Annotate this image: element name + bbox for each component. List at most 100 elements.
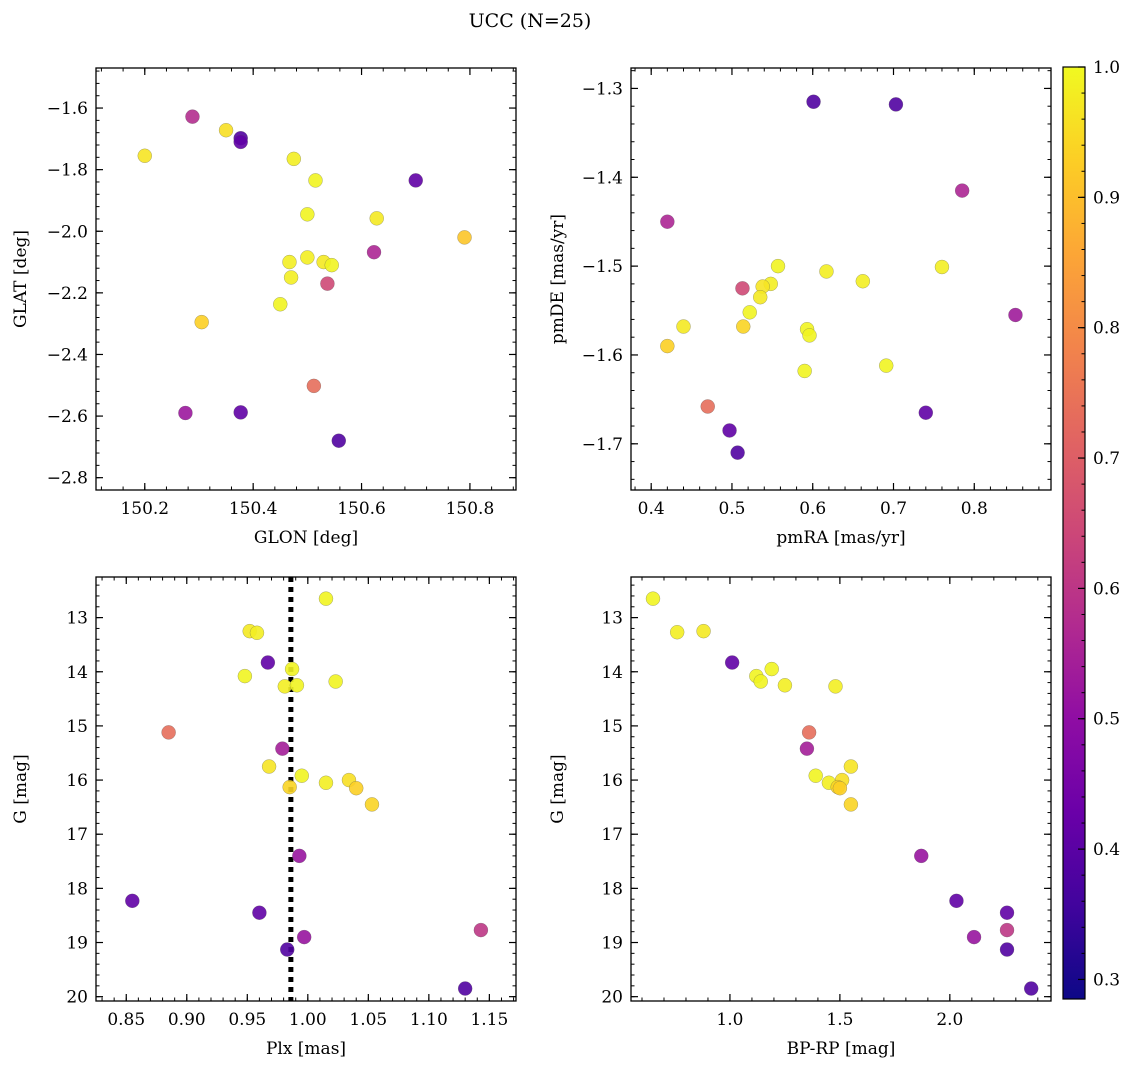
data-point xyxy=(348,780,364,796)
data-point xyxy=(832,780,848,796)
data-points xyxy=(645,591,1039,996)
x-tick-label: 0.85 xyxy=(107,1010,145,1030)
data-point xyxy=(724,655,740,670)
x-tick-label: 0.90 xyxy=(168,1010,206,1030)
y-tick-label: 20 xyxy=(601,988,623,1008)
data-point xyxy=(828,679,843,694)
data-point xyxy=(722,423,737,438)
data-point xyxy=(660,214,675,229)
data-point xyxy=(277,679,293,694)
data-point xyxy=(308,173,323,188)
y-axis-label: GLAT [deg] xyxy=(11,230,31,328)
y-tick-label: −2.8 xyxy=(47,469,88,489)
data-points xyxy=(137,109,472,448)
x-tick-label: 150.2 xyxy=(120,499,169,519)
data-point xyxy=(473,922,489,938)
y-tick-label: 17 xyxy=(66,825,88,845)
colorbar-tick-label: 0.3 xyxy=(1093,970,1120,990)
data-point xyxy=(328,674,343,689)
data-point xyxy=(799,741,815,756)
y-tick-label: 19 xyxy=(66,934,88,954)
y-tick-label: −2.2 xyxy=(47,284,88,304)
data-point xyxy=(777,678,793,693)
data-point xyxy=(753,674,768,689)
colorbar: 0.3 0.4 0.5 0.6 0.7 0.8 0.9 1.0 xyxy=(1062,58,1120,1000)
data-point xyxy=(237,668,253,684)
data-point xyxy=(806,94,821,110)
data-point xyxy=(306,378,322,394)
data-point xyxy=(249,625,265,641)
x-tick-label: 0.8 xyxy=(961,499,988,519)
data-point xyxy=(283,270,299,285)
data-point xyxy=(669,624,685,640)
data-point xyxy=(888,97,904,112)
data-point xyxy=(676,319,691,334)
data-point xyxy=(292,848,307,864)
data-point xyxy=(770,258,786,274)
x-tick-label: 0.4 xyxy=(638,499,665,519)
y-tick-label: −1.8 xyxy=(47,161,88,181)
data-point xyxy=(696,623,711,639)
data-point xyxy=(934,259,950,275)
y-tick-label: 13 xyxy=(66,609,88,629)
data-point xyxy=(801,725,817,740)
data-point xyxy=(764,661,779,677)
panel-plx-g: 0.85 0.90 0.95 1.00 1.05 1.10 1.15 13 14 15 16 17 18… xyxy=(11,576,517,1059)
data-point xyxy=(843,759,859,774)
data-point xyxy=(966,929,982,945)
data-point xyxy=(797,363,812,379)
data-point xyxy=(161,725,176,740)
data-point xyxy=(296,929,312,945)
data-point xyxy=(260,655,276,670)
y-axis-label: G [mag] xyxy=(11,754,31,823)
data-point xyxy=(742,305,757,320)
x-tick-label: 0.95 xyxy=(228,1010,266,1030)
y-tick-label: −1.5 xyxy=(582,257,623,277)
x-axis-label: BP-RP [mag] xyxy=(787,1039,896,1059)
data-point xyxy=(369,211,384,226)
x-tick-label: 0.7 xyxy=(880,499,907,519)
data-point xyxy=(457,230,472,245)
x-tick-label: 0.6 xyxy=(799,499,826,519)
data-point xyxy=(949,893,964,909)
x-tick-label: 1.05 xyxy=(349,1010,387,1030)
plot-frame xyxy=(95,67,517,491)
y-tick-label: 16 xyxy=(66,771,88,791)
data-point xyxy=(808,768,823,783)
x-tick-label: 1.15 xyxy=(470,1010,508,1030)
y-tick-label: 17 xyxy=(601,825,623,845)
colorbar-gradient xyxy=(1063,67,1085,999)
y-tick-label: 15 xyxy=(66,717,88,737)
colorbar-tick-label: 0.8 xyxy=(1093,319,1120,339)
y-tick-label: 14 xyxy=(66,663,88,683)
data-point xyxy=(408,173,423,188)
data-point xyxy=(194,314,209,330)
data-point xyxy=(735,281,750,296)
plot-frame xyxy=(630,67,1052,491)
x-tick-label: 1.10 xyxy=(410,1010,448,1030)
x-axis-label: GLON [deg] xyxy=(254,528,358,548)
data-point xyxy=(273,297,288,312)
data-point xyxy=(289,678,305,693)
data-point xyxy=(878,358,894,373)
data-point xyxy=(318,775,334,791)
data-point xyxy=(999,922,1015,938)
x-tick-label: 0.5 xyxy=(718,499,745,519)
plot-frame xyxy=(95,576,517,1002)
colorbar-tick-label: 0.9 xyxy=(1093,188,1120,208)
data-points xyxy=(660,94,1023,460)
colorbar-tick-label: 0.5 xyxy=(1093,710,1120,730)
data-point xyxy=(125,893,140,909)
x-tick-label: 150.6 xyxy=(337,499,386,519)
data-point xyxy=(914,848,929,864)
x-tick-label: 2.0 xyxy=(936,1010,963,1030)
data-point xyxy=(855,273,871,289)
data-point xyxy=(730,445,745,460)
x-tick-label: 150.4 xyxy=(229,499,278,519)
colorbar-tick-label: 1.0 xyxy=(1093,58,1120,78)
y-tick-label: 18 xyxy=(601,879,623,899)
data-point xyxy=(660,338,675,354)
data-point xyxy=(819,264,834,279)
figure-title: UCC (N=25) xyxy=(469,10,592,32)
